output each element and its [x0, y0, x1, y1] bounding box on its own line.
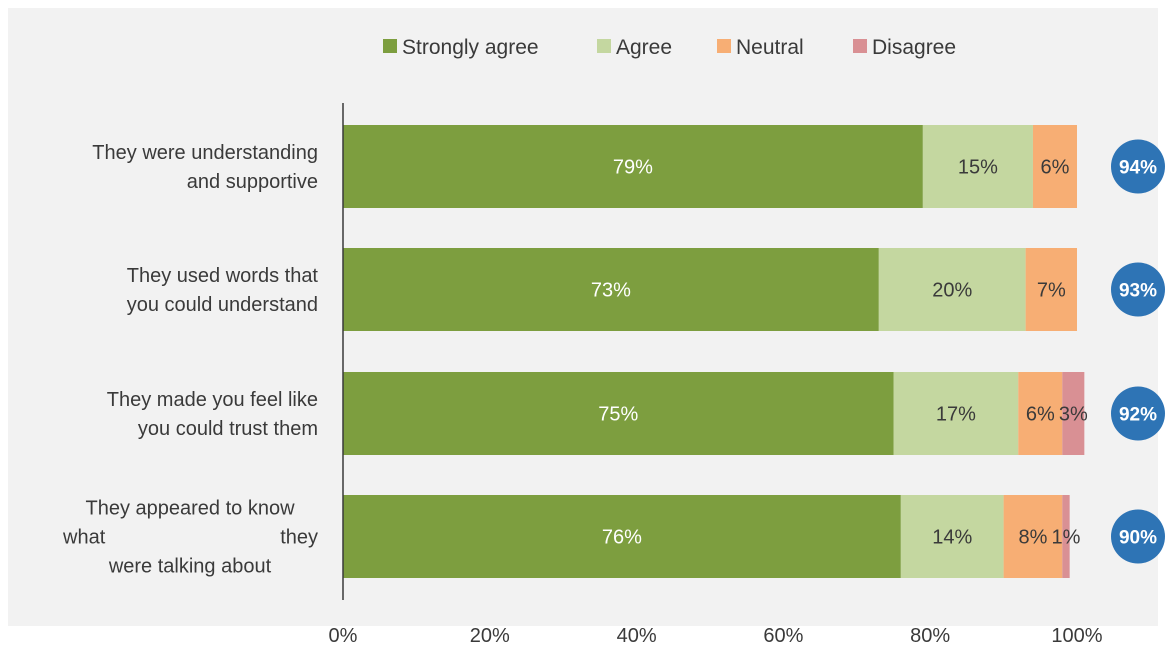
category-label-line-3-0: They appeared to know — [85, 498, 295, 520]
category-label-line-1-0: They used words that — [127, 265, 319, 287]
data-label-1-1: 20% — [932, 280, 972, 302]
category-label-3: They appeared to know what they were talkin… — [62, 498, 318, 578]
bar-segment-2-1 — [893, 372, 1019, 455]
bar-segment-0-0 — [343, 125, 923, 208]
bar-segment-0-2 — [1032, 125, 1077, 208]
total-label-3: 90% — [1119, 528, 1157, 549]
data-label-1-2: 7% — [1037, 280, 1066, 302]
x-tick-0: 0% — [329, 625, 358, 647]
bar-segment-1-2 — [1025, 248, 1077, 331]
legend-swatch-3 — [853, 39, 867, 53]
bar-segment-3-1 — [900, 495, 1004, 578]
total-label-0: 94% — [1119, 158, 1157, 179]
bar-segment-0-1 — [922, 125, 1033, 208]
legend-swatch-2 — [717, 39, 731, 53]
total-label-2: 92% — [1119, 405, 1157, 426]
total-badge-1 — [1111, 262, 1165, 317]
data-label-3-3: 1% — [1052, 527, 1081, 549]
x-axis-ticks: 0% 20% 40% 60% 80% 100% — [329, 625, 1103, 647]
legend-swatch-0 — [383, 39, 397, 53]
data-label-3-1: 14% — [932, 527, 972, 549]
data-label-3-0: 76% — [602, 527, 642, 549]
data-label-2-0: 75% — [598, 404, 638, 426]
legend: Strongly agree Agree Neutral Disagree — [383, 36, 956, 59]
totals: 94% 93% 92% 90% — [1111, 139, 1165, 564]
legend-label-2: Neutral — [736, 36, 804, 59]
category-label-line-2-0: They made you feel like — [107, 389, 318, 411]
total-badge-3 — [1111, 509, 1165, 564]
category-label-line-2-1: you could trust them — [138, 418, 318, 440]
category-label-line-3-1b: they — [280, 527, 318, 549]
data-label-2-2: 6% — [1026, 404, 1055, 426]
bars: 79% 15% 6%73% 20% 7%75% 17% 6% 3%76% 14% 8% 1% — [343, 125, 1088, 578]
legend-label-0: Strongly agree — [402, 36, 539, 59]
bar-segment-2-3 — [1062, 372, 1085, 455]
category-label-line-0-1: and supportive — [187, 171, 318, 193]
data-label-2-3: 3% — [1059, 404, 1088, 426]
bar-segment-3-2 — [1003, 495, 1063, 578]
total-badge-0 — [1111, 139, 1165, 194]
bar-segment-3-3 — [1062, 495, 1070, 578]
total-badge-2 — [1111, 386, 1165, 441]
x-tick-5: 100% — [1051, 625, 1102, 647]
data-label-0-2: 6% — [1041, 157, 1070, 179]
x-tick-4: 80% — [910, 625, 950, 647]
legend-swatch-1 — [597, 39, 611, 53]
data-label-3-2: 8% — [1019, 527, 1048, 549]
x-tick-3: 60% — [763, 625, 803, 647]
legend-label-3: Disagree — [872, 36, 956, 59]
data-label-1-0: 73% — [591, 280, 631, 302]
category-label-line-3-1a: what — [62, 527, 106, 549]
legend-label-1: Agree — [616, 36, 672, 59]
data-label-0-0: 79% — [613, 157, 653, 179]
x-tick-2: 40% — [617, 625, 657, 647]
data-label-0-1: 15% — [958, 157, 998, 179]
bar-segment-1-0 — [343, 248, 879, 331]
category-label-0: They were understanding and supportive — [92, 142, 318, 193]
category-label-line-1-1: you could understand — [127, 294, 318, 316]
x-tick-1: 20% — [470, 625, 510, 647]
category-label-2: They made you feel like you could trust t… — [107, 389, 318, 440]
bar-segment-3-0 — [343, 495, 901, 578]
bar-segment-2-0 — [343, 372, 894, 455]
bar-segment-1-1 — [878, 248, 1026, 331]
total-label-1: 93% — [1119, 281, 1157, 302]
category-label-line-0-0: They were understanding — [92, 142, 318, 164]
category-label-line-3-2: were talking about — [108, 556, 272, 578]
bar-segment-2-2 — [1018, 372, 1063, 455]
data-label-2-1: 17% — [936, 404, 976, 426]
category-label-1: They used words that you could understand — [127, 265, 319, 316]
